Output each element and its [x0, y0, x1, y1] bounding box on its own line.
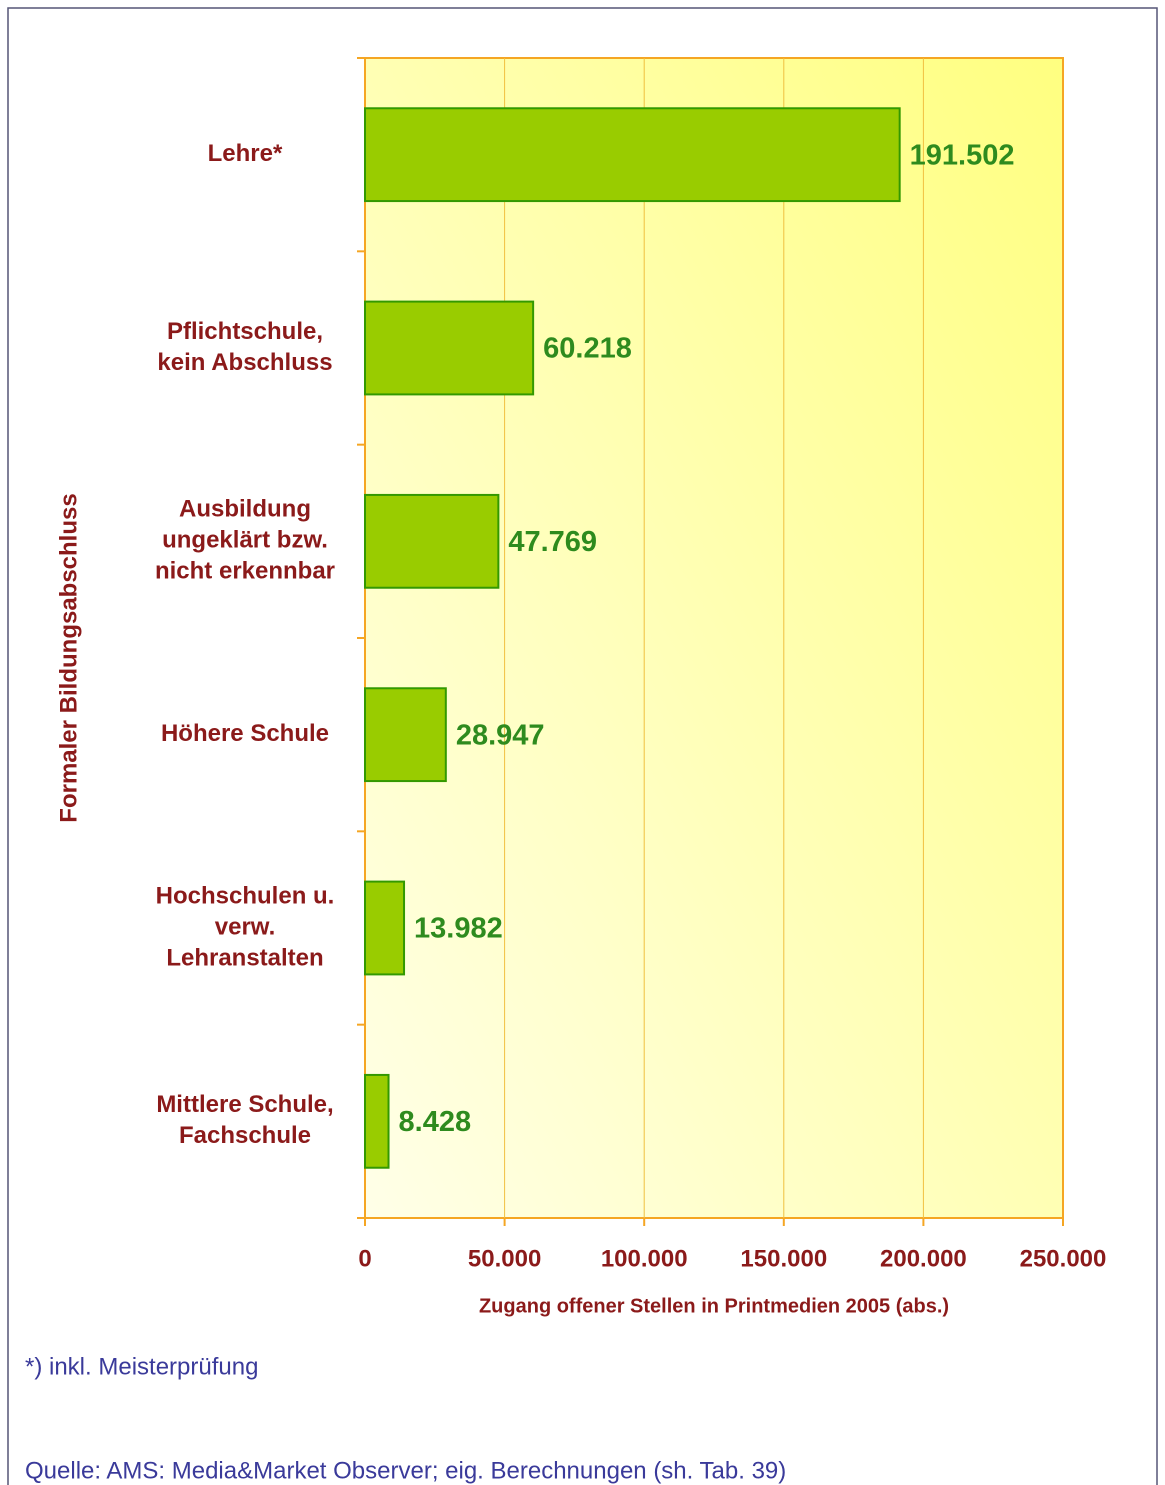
value-label: 191.502 [910, 139, 1015, 171]
y-tick-label: Fachschule [179, 1122, 311, 1149]
y-tick-label: Lehre* [208, 140, 283, 167]
y-tick-label: Ausbildung [179, 496, 311, 523]
plot-area [364, 57, 1064, 1219]
y-tick-label: verw. [215, 913, 275, 940]
bar [364, 107, 901, 203]
frame [7, 7, 1158, 1485]
y-tick-label: Pflichtschule, [167, 318, 323, 345]
value-label: 28.947 [456, 719, 545, 751]
x-tick-label: 200.000 [880, 1245, 967, 1272]
x-tick-label: 50.000 [468, 1245, 541, 1272]
bar [364, 300, 535, 396]
value-label: 13.982 [414, 913, 503, 945]
value-label: 47.769 [508, 526, 597, 558]
bar [364, 493, 500, 589]
y-tick-label: Mittlere Schule, [156, 1091, 333, 1118]
value-label: 60.218 [543, 333, 632, 365]
source: Quelle: AMS: Media&Market Observer; eig.… [25, 1457, 786, 1484]
value-label: 8.428 [399, 1106, 472, 1138]
x-axis-title: Zugang offener Stellen in Printmedien 20… [479, 1295, 949, 1317]
x-tick-label: 0 [358, 1245, 371, 1272]
footnote: *) inkl. Meisterprüfung [25, 1353, 258, 1380]
x-tick-label: 150.000 [740, 1245, 827, 1272]
y-tick-label: Lehranstalten [166, 944, 323, 971]
bar [364, 687, 447, 783]
y-axis-title: Formaler Bildungsabschluss [55, 493, 82, 822]
bar [364, 880, 406, 976]
bar [364, 1073, 390, 1169]
y-tick-label: nicht erkennbar [155, 558, 335, 585]
y-tick-label: kein Abschluss [157, 349, 332, 376]
x-tick-label: 250.000 [1020, 1245, 1107, 1272]
x-tick-label: 100.000 [601, 1245, 688, 1272]
y-tick-label: ungeklärt bzw. [162, 527, 328, 554]
y-tick-label: Höhere Schule [161, 720, 329, 747]
y-tick-label: Hochschulen u. [156, 882, 335, 909]
